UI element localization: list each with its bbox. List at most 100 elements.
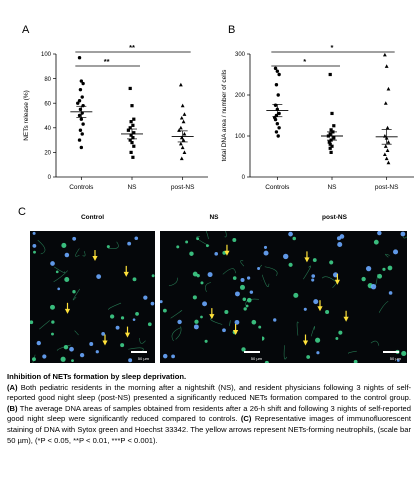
data-point [327, 140, 331, 144]
micrograph-ns: 50 µm [160, 231, 268, 363]
net-strand [39, 320, 50, 330]
data-point [182, 112, 187, 116]
data-point [131, 123, 135, 127]
cell-nucleus [306, 355, 311, 359]
cell-nucleus [127, 241, 132, 246]
data-point [275, 69, 280, 73]
net-strand [170, 310, 183, 319]
net-strand [264, 266, 278, 276]
cell-nucleus [232, 276, 237, 280]
data-point [276, 93, 280, 97]
cell-nucleus [222, 328, 226, 333]
net-arrow-head-icon [343, 316, 349, 322]
data-point [328, 72, 332, 77]
data-point [178, 125, 183, 130]
cell-nucleus [339, 234, 345, 239]
cell-nucleus [42, 354, 47, 359]
y-tick-label: 200 [235, 93, 246, 99]
cell-nucleus [365, 265, 372, 272]
cell-nucleus [128, 358, 133, 363]
data-point [77, 99, 82, 103]
cell-nucleus [151, 274, 155, 278]
cell-nucleus [72, 236, 77, 241]
micrograph-post-ns: 50 µm [262, 231, 407, 363]
cell-nucleus [246, 297, 252, 303]
y-tick-label: 0 [242, 175, 246, 181]
data-point [273, 66, 278, 71]
cell-nucleus [315, 337, 321, 343]
cell-nucleus [101, 332, 105, 336]
cell-nucleus [361, 276, 366, 282]
net-strand [372, 273, 378, 287]
image-title-ns: NS [209, 214, 219, 221]
cell-nucleus [50, 261, 55, 266]
cell-nucleus [204, 339, 208, 343]
cell-nucleus [89, 342, 94, 346]
cell-nucleus [329, 260, 334, 265]
cell-nucleus [377, 273, 383, 279]
net-strand [224, 231, 227, 238]
data-point [273, 117, 278, 122]
cell-nucleus [69, 346, 74, 352]
net-strand [108, 302, 122, 311]
figure-caption: Inhibition of NETs formation by sleep de… [7, 372, 411, 446]
cell-nucleus [257, 267, 261, 271]
cell-nucleus [264, 360, 269, 363]
cell-nucleus [234, 319, 240, 325]
caption-label-c: (C) [240, 414, 252, 424]
cell-nucleus [293, 292, 299, 298]
cell-nucleus [64, 276, 70, 282]
cell-nucleus [192, 271, 198, 277]
cell-nucleus [262, 336, 265, 341]
net-strand [32, 354, 36, 363]
data-point [79, 79, 84, 83]
net-strand [222, 268, 236, 275]
cell-nucleus [207, 272, 213, 278]
data-point [81, 81, 85, 86]
cell-nucleus [232, 238, 237, 242]
data-point [328, 146, 332, 150]
cell-nucleus [32, 244, 37, 248]
y-tick-label: 20 [44, 151, 51, 157]
net-strand [205, 231, 209, 240]
y-tick-label: 40 [44, 126, 51, 132]
cell-nucleus [115, 325, 120, 330]
net-arrow-head-icon [102, 340, 108, 346]
data-point [179, 156, 184, 161]
x-tick-label: post-NS [171, 184, 195, 191]
panel-b-letter: B [228, 24, 236, 36]
chart-b-dna-area: 0 100 200 300 total DNA area / number of cel… [221, 43, 414, 191]
net-strand [139, 337, 146, 344]
net-strand [74, 330, 79, 336]
cell-nucleus [135, 312, 139, 316]
data-point [182, 150, 187, 154]
cell-nucleus [57, 287, 61, 291]
cell-nucleus [61, 242, 67, 248]
data-point [130, 140, 134, 145]
data-point [132, 131, 136, 135]
data-point [181, 119, 186, 124]
cell-nucleus [134, 236, 139, 241]
data-point [275, 122, 280, 126]
net-strand [171, 327, 181, 342]
net-strand [378, 300, 389, 313]
data-point [131, 136, 135, 140]
data-point [180, 145, 185, 150]
cell-nucleus [243, 307, 247, 311]
data-point [132, 117, 136, 121]
data-point [128, 126, 132, 130]
data-point [81, 103, 85, 108]
cell-nucleus [303, 307, 307, 311]
cell-nucleus [335, 337, 339, 340]
net-arrow-head-icon [92, 256, 98, 262]
data-point [385, 148, 390, 152]
cell-nucleus [177, 319, 182, 325]
cell-nucleus [396, 359, 400, 362]
cell-nucleus [288, 262, 293, 267]
net-strand [262, 274, 270, 287]
data-point [81, 122, 85, 126]
data-point [77, 138, 82, 142]
net-arrow-head-icon [124, 332, 131, 338]
panel-c-letter: C [18, 206, 26, 218]
cell-nucleus [193, 324, 199, 330]
